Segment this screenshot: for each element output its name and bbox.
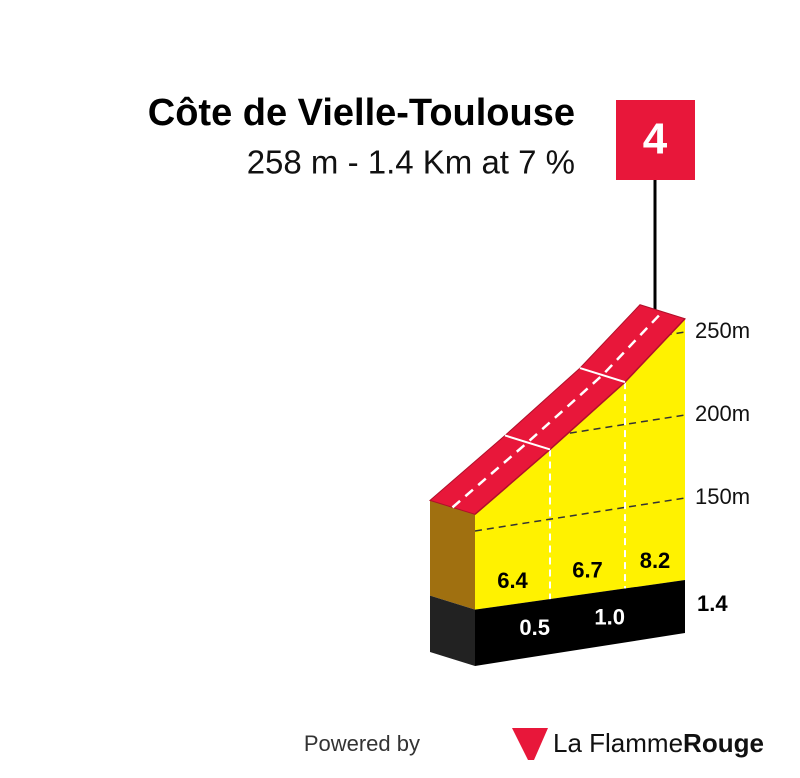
gradient-label: 6.7 <box>572 558 603 583</box>
brand-logo <box>512 728 548 760</box>
y-tick-label: 150m <box>695 484 750 509</box>
category-flag <box>616 100 695 180</box>
powered-by: Powered by <box>304 731 420 756</box>
y-tick-label: 250m <box>695 318 750 343</box>
front-face <box>475 318 685 610</box>
road-divider <box>579 367 626 384</box>
road-divider <box>504 434 551 451</box>
y-tick-label: 200m <box>695 401 750 426</box>
side-base <box>430 595 475 666</box>
base <box>475 580 685 666</box>
chart-subtitle: 258 m - 1.4 Km at 7 % <box>247 144 575 181</box>
category-label: 4 <box>643 115 668 164</box>
gradient-label: 8.2 <box>640 548 671 573</box>
x-tick-label: 1.4 <box>697 591 728 616</box>
gradient-label: 6.4 <box>497 568 528 593</box>
x-tick-label: 0.5 <box>519 615 550 640</box>
road-centerline <box>451 310 664 509</box>
road-profile <box>474 318 686 515</box>
brand-name: La FlammeRouge <box>553 728 764 758</box>
side-face <box>430 500 475 610</box>
x-tick-label: 1.0 <box>594 604 625 629</box>
chart-title: Côte de Vielle-Toulouse <box>148 92 575 134</box>
brand-bold: Rouge <box>683 728 764 758</box>
brand-regular: La Flamme <box>553 728 683 758</box>
